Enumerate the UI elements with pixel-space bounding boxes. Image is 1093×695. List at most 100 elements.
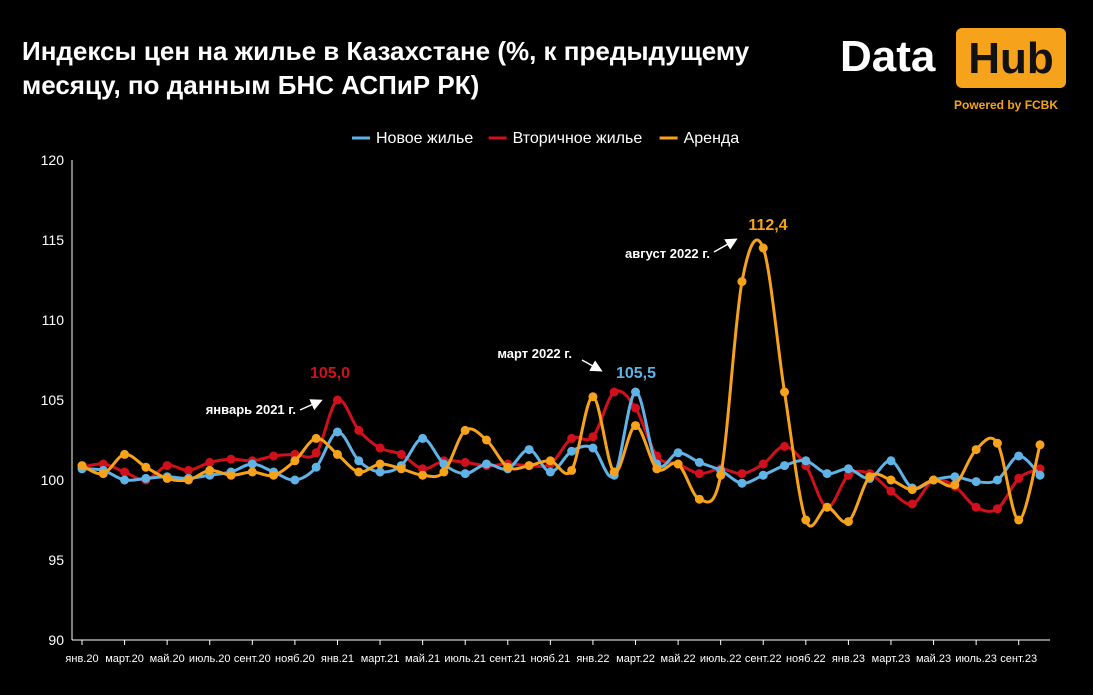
x-tick-label: янв.21 xyxy=(321,653,354,665)
x-tick-label: май.20 xyxy=(150,653,185,665)
x-tick-label: июль.22 xyxy=(700,653,742,665)
datahub-logo: Data Hub Powered by FCBK xyxy=(836,28,1072,118)
x-tick-label: янв.20 xyxy=(65,653,98,665)
data-point-new xyxy=(1035,470,1045,480)
data-point-rent xyxy=(460,425,470,435)
data-point-rent xyxy=(226,470,236,480)
legend-label-new: Новое жилье xyxy=(376,130,473,147)
x-tick-label: янв.22 xyxy=(576,653,609,665)
annotation-date-label: август 2022 г. xyxy=(625,246,710,261)
annotation-arrow xyxy=(299,399,323,411)
data-point-rent xyxy=(801,515,811,525)
data-point-secondary xyxy=(162,461,172,471)
data-point-rent xyxy=(77,461,87,471)
annotation-value-label: 105,5 xyxy=(616,365,656,382)
x-tick-label: март.22 xyxy=(616,653,655,665)
data-point-new xyxy=(332,427,342,437)
data-point-rent xyxy=(120,449,130,459)
data-point-new xyxy=(247,459,257,469)
data-point-rent xyxy=(439,467,449,477)
x-tick-label: нояб.22 xyxy=(786,653,826,665)
data-point-secondary xyxy=(631,403,641,413)
x-tick-label: июль.20 xyxy=(189,653,231,665)
data-point-rent xyxy=(1014,515,1024,525)
data-point-rent xyxy=(588,392,598,402)
data-point-new xyxy=(588,443,598,453)
x-tick-label: сент.21 xyxy=(489,653,526,665)
x-tick-label: июль.23 xyxy=(955,653,997,665)
x-tick-label: сент.22 xyxy=(745,653,782,665)
data-point-secondary xyxy=(1014,473,1024,483)
data-point-new xyxy=(418,433,428,443)
data-point-rent xyxy=(929,475,939,485)
data-point-rent xyxy=(183,475,193,485)
data-point-new xyxy=(290,475,300,485)
x-tick-label: май.23 xyxy=(916,653,951,665)
x-tick-label: нояб.21 xyxy=(530,653,570,665)
data-point-rent xyxy=(971,445,981,455)
data-point-rent xyxy=(992,438,1002,448)
logo-powered-by: Powered by FCBK xyxy=(954,98,1059,112)
data-point-new xyxy=(780,461,790,471)
y-tick-label: 120 xyxy=(41,152,65,168)
logo-word-data: Data xyxy=(840,32,936,81)
data-point-secondary xyxy=(992,504,1002,514)
x-tick-label: янв.23 xyxy=(832,653,865,665)
data-point-secondary xyxy=(332,395,342,405)
data-point-secondary xyxy=(98,459,108,469)
data-point-secondary xyxy=(311,448,321,458)
data-point-secondary xyxy=(226,454,236,464)
data-point-rent xyxy=(652,464,662,474)
data-point-rent xyxy=(567,465,577,475)
data-point-secondary xyxy=(694,469,704,479)
data-point-rent xyxy=(716,470,726,480)
series-line-rent xyxy=(81,238,1042,528)
data-point-new xyxy=(822,469,832,479)
data-point-secondary xyxy=(269,451,279,461)
annotation-arrow xyxy=(713,238,738,253)
data-point-rent xyxy=(1035,440,1045,450)
x-tick-label: сент.20 xyxy=(234,653,271,665)
data-point-secondary xyxy=(375,443,385,453)
data-point-new xyxy=(694,457,704,467)
series-line-secondary xyxy=(81,389,1041,513)
series-line-new xyxy=(81,390,1042,491)
x-tick-label: май.21 xyxy=(405,653,440,665)
data-point-rent xyxy=(162,473,172,483)
logo-word-hub: Hub xyxy=(956,28,1066,88)
x-tick-label: март.21 xyxy=(361,653,400,665)
data-point-rent xyxy=(907,485,917,495)
y-tick-label: 90 xyxy=(48,632,64,648)
data-point-new xyxy=(524,445,534,455)
data-point-rent xyxy=(311,433,321,443)
y-tick-label: 100 xyxy=(41,472,65,488)
data-point-secondary xyxy=(120,467,130,477)
x-tick-label: нояб.20 xyxy=(275,653,315,665)
data-point-secondary xyxy=(758,459,768,469)
data-point-rent xyxy=(758,243,768,253)
data-point-rent xyxy=(609,467,619,477)
data-point-rent xyxy=(418,470,428,480)
data-point-new xyxy=(567,446,577,456)
annotation-value-label: 112,4 xyxy=(748,217,787,234)
x-tick-label: июль.21 xyxy=(444,653,486,665)
data-point-rent xyxy=(98,469,108,479)
data-point-secondary xyxy=(460,457,470,467)
data-point-new xyxy=(1014,451,1024,461)
data-point-new xyxy=(631,387,641,397)
data-point-new xyxy=(758,470,768,480)
data-point-secondary xyxy=(396,449,406,459)
data-point-new xyxy=(311,462,321,472)
data-point-secondary xyxy=(418,464,428,474)
data-point-rent xyxy=(354,467,364,477)
data-point-secondary xyxy=(183,465,193,475)
data-point-new xyxy=(886,456,896,466)
data-point-rent xyxy=(780,387,790,397)
y-tick-label: 105 xyxy=(41,392,65,408)
annotation-date-label: январь 2021 г. xyxy=(206,402,296,417)
x-tick-label: март.20 xyxy=(105,653,144,665)
data-point-rent xyxy=(843,517,853,527)
data-point-rent xyxy=(524,461,534,471)
data-point-rent xyxy=(886,475,896,485)
